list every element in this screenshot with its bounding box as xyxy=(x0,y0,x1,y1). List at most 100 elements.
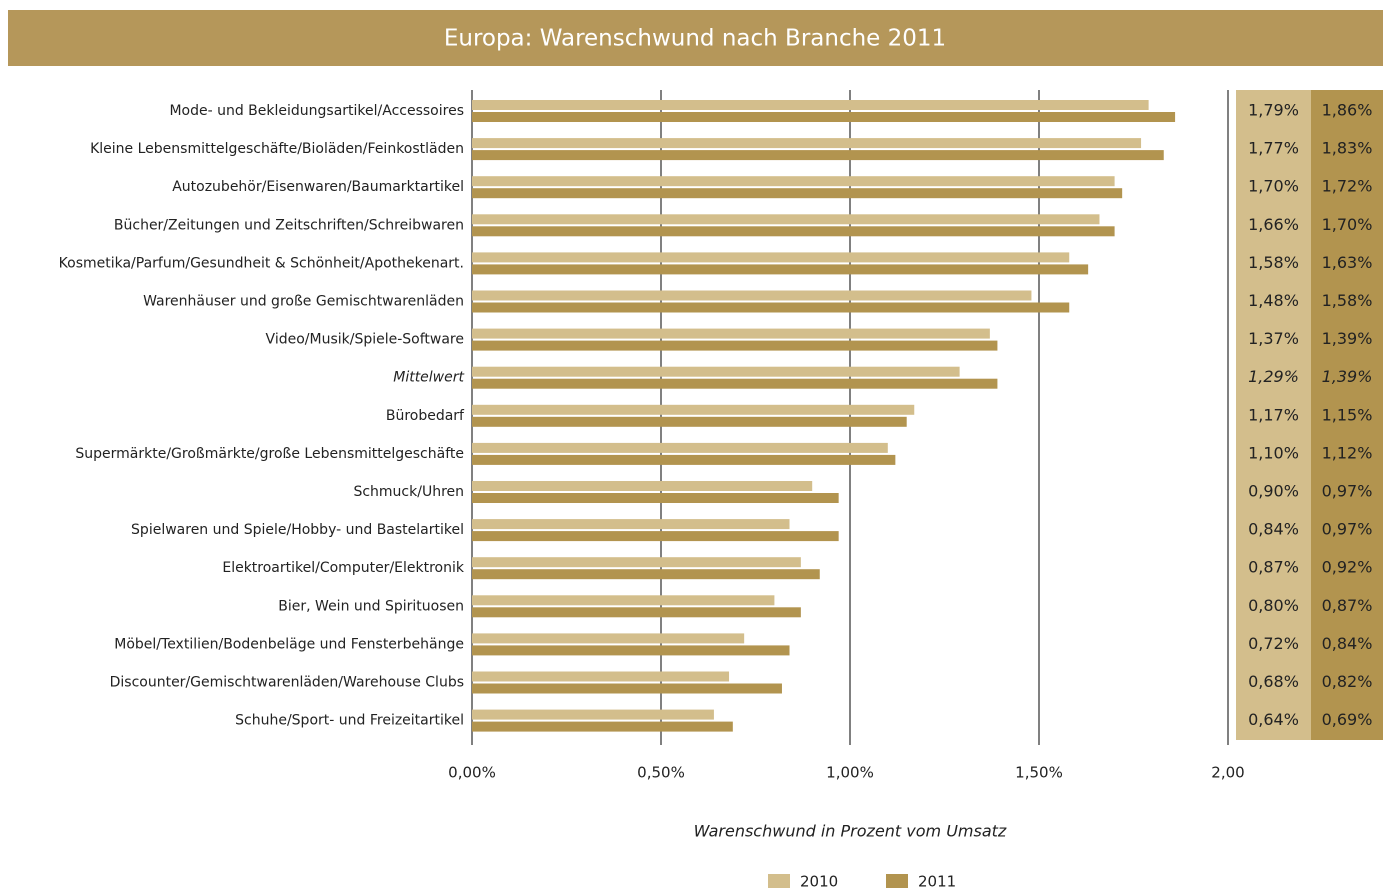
bar xyxy=(472,290,1032,301)
value-label: 0,80% xyxy=(1248,596,1299,615)
value-label: 0,92% xyxy=(1322,558,1373,577)
category-label: Discounter/Gemischtwarenläden/Warehouse … xyxy=(110,675,464,691)
legend-label: 2011 xyxy=(918,873,956,891)
bar xyxy=(472,188,1123,199)
value-label: 1,70% xyxy=(1248,177,1299,196)
value-label: 1,66% xyxy=(1248,215,1299,234)
x-tick-label: 0,00% xyxy=(448,764,496,782)
x-tick-label: 0,50% xyxy=(637,764,685,782)
value-label: 1,37% xyxy=(1248,329,1299,348)
category-label: Möbel/Textilien/Bodenbeläge und Fensterb… xyxy=(114,636,464,652)
category-label: Schuhe/Sport- und Freizeitartikel xyxy=(235,713,464,729)
category-label: Bier, Wein und Spirituosen xyxy=(278,598,464,614)
value-label: 1,58% xyxy=(1248,253,1299,272)
bar xyxy=(472,100,1149,110)
bar xyxy=(472,454,896,465)
value-label: 1,39% xyxy=(1322,329,1373,348)
value-label: 0,87% xyxy=(1248,558,1299,577)
x-tick-label: 2,00 xyxy=(1211,764,1244,782)
bar xyxy=(472,519,790,530)
bar xyxy=(472,176,1115,187)
bar xyxy=(472,671,730,682)
value-column xyxy=(1311,90,1383,740)
category-label: Schmuck/Uhren xyxy=(353,484,464,500)
value-label: 0,84% xyxy=(1248,520,1299,539)
value-label: 0,82% xyxy=(1322,672,1373,691)
bar xyxy=(472,302,1070,313)
bar xyxy=(472,378,998,389)
value-label: 1,39% xyxy=(1322,367,1373,386)
category-label: Mittelwert xyxy=(393,370,464,386)
category-label: Mode- und Bekleidungsartikel/Accessoires xyxy=(169,103,464,119)
bar xyxy=(472,531,839,542)
bar xyxy=(472,557,801,568)
value-column xyxy=(1236,90,1311,740)
bar xyxy=(472,150,1164,161)
value-label: 1,63% xyxy=(1322,253,1373,272)
bar xyxy=(472,328,990,339)
value-label: 0,69% xyxy=(1322,710,1373,729)
value-label: 1,83% xyxy=(1322,139,1373,158)
bar xyxy=(472,569,820,580)
legend-swatch xyxy=(768,874,790,888)
title-banner xyxy=(8,10,1383,66)
bar xyxy=(472,595,775,606)
bar xyxy=(472,112,1176,122)
category-label: Kosmetika/Parfum/Gesundheit & Schönheit/… xyxy=(59,255,464,271)
value-label: 1,58% xyxy=(1322,291,1373,310)
value-label: 1,86% xyxy=(1322,101,1373,120)
value-label: 1,10% xyxy=(1248,443,1299,462)
value-label: 0,84% xyxy=(1322,634,1373,653)
bar xyxy=(472,442,888,453)
bar xyxy=(472,404,915,415)
legend-swatch xyxy=(886,874,908,888)
bar xyxy=(472,366,960,377)
category-label: Bücher/Zeitungen und Zeitschriften/Schre… xyxy=(114,217,464,233)
bar xyxy=(472,214,1100,225)
value-label: 1,70% xyxy=(1322,215,1373,234)
legend-label: 2010 xyxy=(800,873,838,891)
bar xyxy=(472,645,790,656)
x-tick-label: 1,50% xyxy=(1015,764,1063,782)
category-label: Video/Musik/Spiele-Software xyxy=(266,332,464,348)
category-label: Bürobedarf xyxy=(386,408,465,424)
value-label: 0,87% xyxy=(1322,596,1373,615)
category-label: Autozubehör/Eisenwaren/Baumarktartikel xyxy=(172,179,464,195)
value-label: 1,29% xyxy=(1248,367,1299,386)
bar xyxy=(472,252,1070,263)
bar xyxy=(472,226,1115,237)
bar xyxy=(472,683,782,694)
category-label: Warenhäuser und große Gemischtwarenläden xyxy=(143,294,464,310)
value-label: 1,12% xyxy=(1322,443,1373,462)
bar xyxy=(472,264,1089,275)
bar xyxy=(472,416,907,427)
value-label: 0,72% xyxy=(1248,634,1299,653)
chart-title: Europa: Warenschwund nach Branche 2011 xyxy=(444,26,946,52)
bar xyxy=(472,481,813,491)
value-label: 0,97% xyxy=(1322,520,1373,539)
value-label: 1,72% xyxy=(1322,177,1373,196)
bar xyxy=(472,709,714,720)
bar xyxy=(472,607,801,618)
bar xyxy=(472,340,998,351)
x-axis-label: Warenschwund in Prozent vom Umsatz xyxy=(694,822,1007,841)
category-label: Elektroartikel/Computer/Elektronik xyxy=(222,560,465,576)
category-label: Supermärkte/Großmärkte/große Lebensmitte… xyxy=(75,446,464,462)
value-label: 1,77% xyxy=(1248,139,1299,158)
value-label: 1,17% xyxy=(1248,405,1299,424)
value-label: 0,64% xyxy=(1248,710,1299,729)
value-label: 1,15% xyxy=(1322,405,1373,424)
value-label: 1,48% xyxy=(1248,291,1299,310)
bar xyxy=(472,138,1142,149)
value-label: 0,68% xyxy=(1248,672,1299,691)
bar xyxy=(472,721,733,732)
value-label: 1,79% xyxy=(1248,101,1299,120)
category-label: Spielwaren und Spiele/Hobby- und Bastela… xyxy=(131,522,464,538)
bar xyxy=(472,493,839,503)
bar xyxy=(472,633,745,644)
x-tick-label: 1,00% xyxy=(826,764,874,782)
value-label: 0,97% xyxy=(1322,482,1373,501)
category-label: Kleine Lebensmittelgeschäfte/Bioläden/Fe… xyxy=(90,141,464,157)
value-label: 0,90% xyxy=(1248,482,1299,501)
